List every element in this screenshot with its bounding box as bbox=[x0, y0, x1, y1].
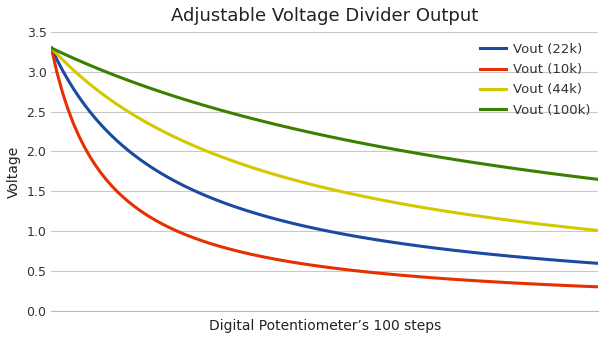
Vout (44k) bbox=[329, 188, 336, 192]
Vout (10k) bbox=[551, 283, 558, 287]
Vout (10k) bbox=[567, 284, 574, 288]
Line: Vout (22k): Vout (22k) bbox=[51, 48, 598, 264]
Line: Vout (10k): Vout (10k) bbox=[51, 48, 598, 287]
Vout (100k) bbox=[595, 177, 602, 182]
Vout (22k) bbox=[595, 261, 602, 266]
Line: Vout (100k): Vout (100k) bbox=[51, 48, 598, 180]
Vout (10k) bbox=[175, 230, 182, 234]
Vout (10k) bbox=[373, 271, 381, 275]
Vout (22k) bbox=[329, 230, 336, 234]
Vout (100k) bbox=[175, 96, 182, 100]
Line: Vout (44k): Vout (44k) bbox=[51, 48, 598, 231]
Vout (100k) bbox=[329, 135, 336, 139]
Legend: Vout (22k), Vout (10k), Vout (44k), Vout (100k): Vout (22k), Vout (10k), Vout (44k), Vout… bbox=[474, 38, 595, 122]
Vout (10k) bbox=[329, 266, 336, 270]
Vout (22k) bbox=[551, 258, 558, 262]
Vout (44k) bbox=[152, 126, 160, 130]
Vout (22k) bbox=[175, 181, 182, 185]
Vout (22k) bbox=[567, 259, 574, 264]
Vout (100k) bbox=[373, 144, 381, 148]
Vout (44k) bbox=[551, 224, 558, 228]
Vout (22k) bbox=[152, 168, 160, 172]
Vout (44k) bbox=[373, 197, 381, 201]
Vout (10k) bbox=[152, 219, 160, 223]
Vout (10k) bbox=[595, 285, 602, 289]
Y-axis label: Voltage: Voltage bbox=[7, 145, 21, 198]
Vout (22k) bbox=[48, 46, 55, 50]
Vout (10k) bbox=[48, 46, 55, 50]
Vout (100k) bbox=[48, 46, 55, 50]
Vout (100k) bbox=[567, 174, 574, 178]
X-axis label: Digital Potentiometer’s 100 steps: Digital Potentiometer’s 100 steps bbox=[209, 319, 441, 333]
Vout (44k) bbox=[595, 228, 602, 233]
Vout (44k) bbox=[567, 225, 574, 230]
Vout (44k) bbox=[48, 46, 55, 50]
Vout (22k) bbox=[373, 238, 381, 242]
Vout (100k) bbox=[152, 88, 160, 92]
Title: Adjustable Voltage Divider Output: Adjustable Voltage Divider Output bbox=[171, 7, 479, 25]
Vout (44k) bbox=[175, 137, 182, 141]
Vout (100k) bbox=[551, 172, 558, 176]
